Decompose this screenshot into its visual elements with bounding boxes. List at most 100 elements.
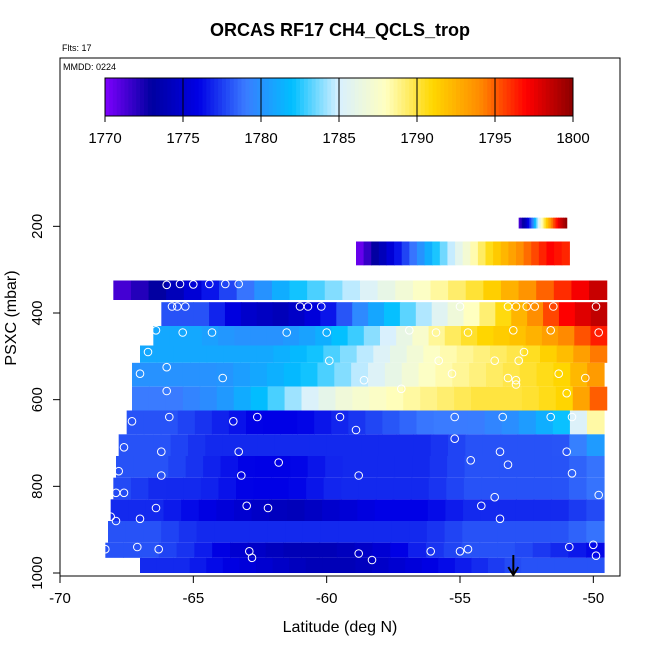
heat-cell <box>514 542 534 558</box>
data-point <box>455 302 465 311</box>
x-tick-label: -55 <box>449 590 471 607</box>
heat-cell <box>284 386 303 411</box>
data-point <box>133 542 142 552</box>
heat-cell <box>132 386 150 411</box>
heat-cell <box>549 217 552 229</box>
data-point <box>237 471 246 480</box>
heat-cell <box>498 477 517 500</box>
data-point <box>218 373 227 383</box>
colorbar-cell <box>190 78 196 116</box>
heat-cell <box>516 241 525 266</box>
colorbar-cell <box>276 78 281 116</box>
heat-cell <box>324 280 343 300</box>
heat-cell <box>246 410 264 435</box>
data-point <box>503 373 513 383</box>
colorbar-cell <box>268 78 274 116</box>
heat-cell <box>454 557 473 573</box>
heat-cell <box>238 456 257 478</box>
data-point <box>229 417 238 426</box>
heat-cell <box>532 217 535 229</box>
data-point <box>119 443 129 452</box>
data-point <box>397 384 406 394</box>
heat-cell <box>161 521 180 543</box>
heat-cell <box>108 521 127 543</box>
heat-cell <box>448 280 467 300</box>
heat-cell <box>156 557 174 573</box>
colorbar-tick-label: 1790 <box>400 130 433 147</box>
colorbar-cell <box>335 78 340 116</box>
heat-cell <box>444 326 462 346</box>
heat-cell <box>158 542 178 558</box>
data-point <box>463 544 473 554</box>
data-point <box>154 544 163 554</box>
heat-cell <box>336 542 356 558</box>
heat-cell <box>326 434 345 456</box>
heat-cell <box>530 217 533 229</box>
data-point <box>162 386 171 396</box>
data-point <box>581 373 590 383</box>
heat-cell <box>315 326 333 346</box>
colorbar-cell <box>296 78 301 116</box>
colorbar-cell <box>171 78 176 116</box>
heat-cell <box>320 521 339 543</box>
heat-cell <box>247 542 267 558</box>
heat-cell <box>405 557 423 573</box>
heat-cell <box>518 410 537 435</box>
heat-cell <box>263 410 281 435</box>
heat-cell <box>183 477 202 500</box>
y-tick-label: 600 <box>29 387 46 412</box>
heat-cell <box>340 345 358 363</box>
data-point <box>127 417 137 426</box>
heat-cell <box>525 326 543 346</box>
heat-cell <box>220 456 239 478</box>
data-point <box>111 516 121 526</box>
heat-cell <box>508 241 517 266</box>
heat-cell <box>437 386 455 411</box>
heat-cell <box>552 434 570 456</box>
data-point <box>335 412 345 422</box>
colorbar-cell <box>241 78 246 116</box>
heat-cell <box>569 456 588 478</box>
heat-cell <box>212 542 231 558</box>
heat-cell <box>386 241 395 266</box>
heat-cell <box>339 499 358 521</box>
heat-cell <box>368 362 386 387</box>
heat-cell <box>412 456 431 478</box>
heat-cell <box>105 542 124 558</box>
data-point <box>157 471 166 480</box>
data-point <box>151 326 161 335</box>
heat-cell <box>411 477 430 500</box>
heat-cell <box>228 410 247 435</box>
data-point <box>447 369 457 379</box>
data-point <box>477 501 486 511</box>
heat-cell <box>553 280 573 300</box>
heat-cell <box>201 280 220 300</box>
colorbar-cell <box>186 78 192 116</box>
heat-cell <box>250 326 268 346</box>
heat-cell <box>173 345 191 363</box>
heat-cell <box>455 241 464 266</box>
data-point <box>519 347 529 357</box>
colorbar-cell <box>346 78 352 116</box>
heat-cell <box>551 477 570 500</box>
heat-cell <box>318 386 337 411</box>
heat-cell <box>590 326 608 346</box>
heat-cell <box>462 241 471 266</box>
colorbar-cell <box>264 78 270 116</box>
heat-cell <box>286 499 306 521</box>
heat-cell <box>521 386 540 411</box>
heat-cell <box>426 521 446 543</box>
colorbar-cell <box>557 78 562 116</box>
heat-cell <box>515 499 535 521</box>
heat-cell <box>509 326 527 346</box>
data-point <box>175 279 185 289</box>
heat-cell <box>409 521 428 543</box>
heat-cell <box>516 477 535 500</box>
data-point <box>498 412 508 422</box>
heat-cell <box>218 477 237 500</box>
heat-cell <box>395 280 414 300</box>
heat-cell <box>355 557 373 573</box>
colorbar-cell <box>342 78 348 116</box>
heat-cell <box>368 302 385 326</box>
heat-cell <box>236 280 255 300</box>
